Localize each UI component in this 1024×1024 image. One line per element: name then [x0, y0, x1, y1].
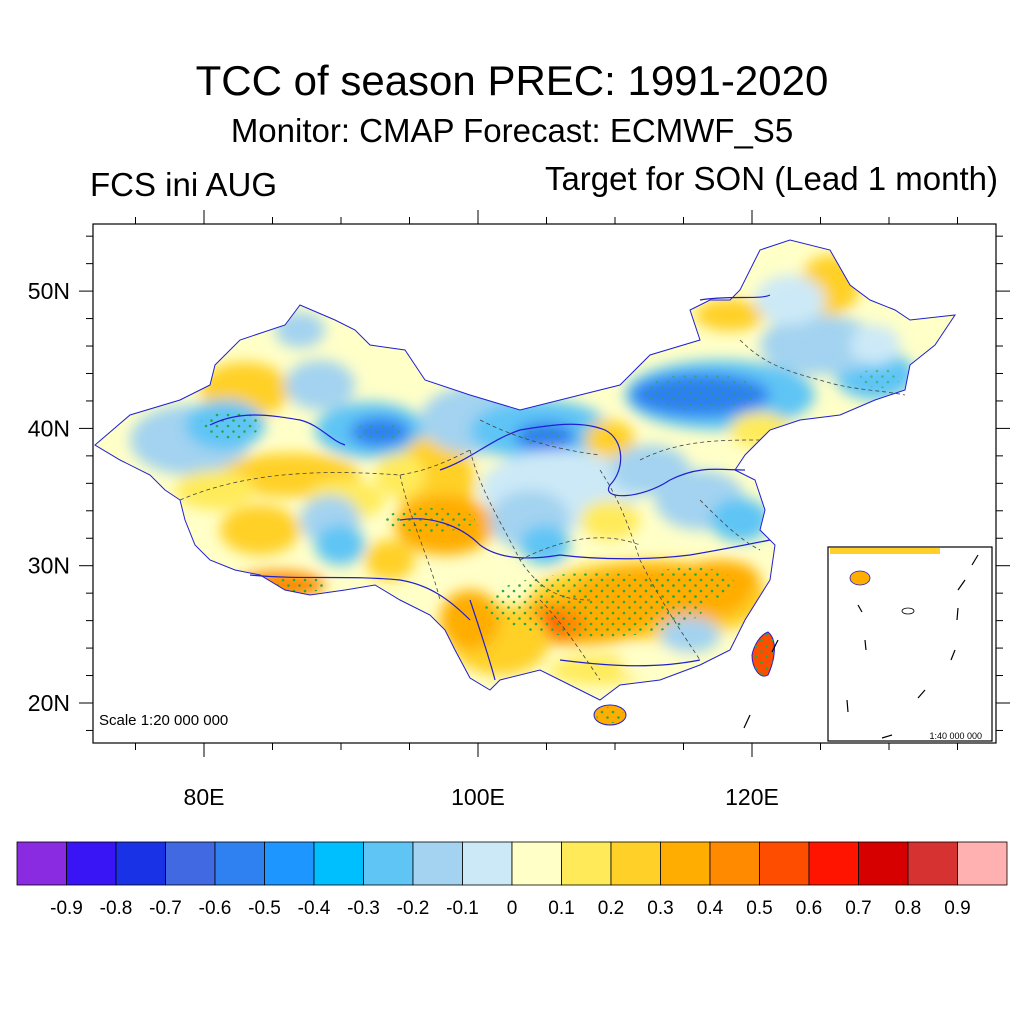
chart-title: TCC of season PREC: 1991-2020 — [195, 57, 829, 104]
colorbar-label-9: 0 — [507, 898, 518, 919]
colorbar-label-8: -0.1 — [446, 898, 479, 919]
colorbar-label-4: -0.5 — [248, 898, 281, 919]
lat-label-1: 40N — [28, 415, 70, 441]
colorbar-label-2: -0.7 — [149, 898, 182, 919]
colorbar-label-5: -0.4 — [298, 898, 331, 919]
colorbar-label-6: -0.3 — [347, 898, 380, 919]
colorbar-box-7 — [363, 841, 414, 886]
lat-label-3: 20N — [28, 690, 70, 716]
lat-labels: 50N 40N 30N 20N — [28, 278, 70, 716]
colorbar-box-15 — [759, 841, 810, 886]
colorbar-box-14 — [709, 841, 760, 886]
colorbar-label-16: 0.7 — [845, 898, 871, 919]
colorbar-label-1: -0.8 — [100, 898, 133, 919]
colorbar-box-5 — [264, 841, 315, 886]
colorbar-box-17 — [858, 841, 909, 886]
lat-label-2: 30N — [28, 553, 70, 579]
colorbar-label-3: -0.6 — [199, 898, 232, 919]
colorbar-box-0 — [16, 841, 67, 886]
province-boundaries — [179, 339, 906, 681]
rivers — [209, 294, 771, 681]
colorbar-box-9 — [462, 841, 513, 886]
colorbar-label-15: 0.6 — [796, 898, 822, 919]
colorbar-box-12 — [610, 841, 661, 886]
lon-label-0: 80E — [184, 784, 225, 810]
main-scale-label: Scale 1:20 000 000 — [99, 712, 228, 729]
hainan-stipple — [596, 707, 624, 723]
lon-label-1: 100E — [451, 784, 505, 810]
lon-label-2: 120E — [725, 784, 779, 810]
colorbar-label-11: 0.2 — [598, 898, 624, 919]
colorbar-label-13: 0.4 — [697, 898, 724, 919]
colorbar-box-3 — [165, 841, 216, 886]
colorbar-box-16 — [808, 841, 859, 886]
chart-subtitle: Monitor: CMAP Forecast: ECMWF_S5 — [230, 112, 794, 149]
colorbar-box-18 — [907, 841, 958, 886]
init-label: FCS ini AUG — [90, 166, 278, 203]
colorbar-box-8 — [412, 841, 463, 886]
lon-labels: 80E 100E 120E — [184, 784, 779, 810]
colorbar-box-10 — [511, 841, 562, 886]
colorbar-box-4 — [214, 841, 265, 886]
colorbar-box-13 — [660, 841, 711, 886]
colorbar-box-11 — [561, 841, 612, 886]
colorbar-label-12: 0.3 — [647, 898, 673, 919]
colorbar-box-6 — [313, 841, 364, 886]
colorbar — [16, 841, 1008, 886]
sea-boundary-dashes — [743, 639, 779, 729]
colorbar-label-18: 0.9 — [944, 898, 970, 919]
axis-ticks — [79, 210, 1010, 757]
taiwan-stipple — [752, 632, 775, 677]
colorbar-box-19 — [957, 841, 1008, 886]
colorbar-labels: -0.9 -0.8 -0.7 -0.6 -0.5 -0.4 -0.3 -0.2 -0.1 0 0.1… — [50, 898, 971, 919]
south-china-sea-inset — [827, 546, 993, 742]
colorbar-box-1 — [66, 841, 117, 886]
target-label: Target for SON (Lead 1 month) — [544, 160, 998, 197]
colorbar-box-2 — [115, 841, 166, 886]
significance-stipple-blue — [355, 368, 900, 447]
colorbar-label-14: 0.5 — [746, 898, 772, 919]
inset-scale-label: 1:40 000 000 — [929, 731, 982, 741]
lat-label-0: 50N — [28, 278, 70, 304]
colorbar-label-10: 0.1 — [548, 898, 574, 919]
colorbar-label-17: 0.8 — [895, 898, 921, 919]
colorbar-label-0: -0.9 — [50, 898, 83, 919]
colorbar-label-7: -0.2 — [397, 898, 430, 919]
